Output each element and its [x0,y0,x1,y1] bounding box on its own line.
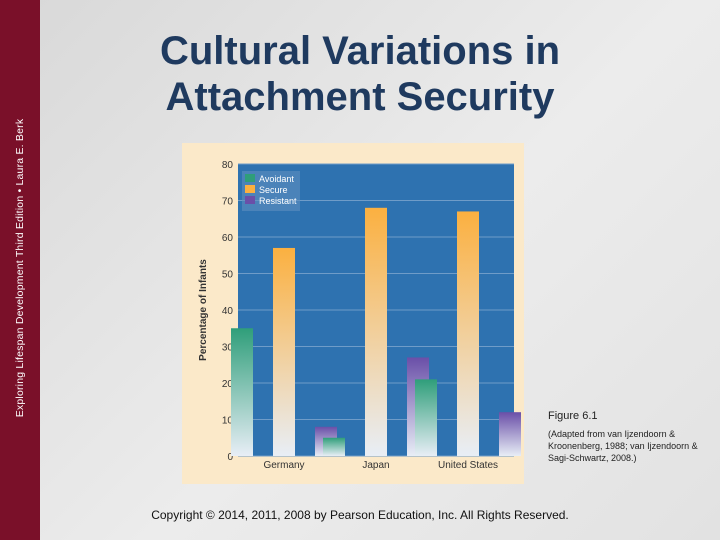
legend-label-secure: Secure [259,185,288,195]
x-tick-label: United States [438,460,498,471]
bar-chart: 0 10 20 30 40 50 60 70 80 Percentage of Infants Ge… [198,160,521,471]
bar-secure-united-states [457,211,479,456]
y-tick-label: 80 [222,160,234,171]
sidebar-band: Exploring Lifespan Development Third Edi… [0,0,40,540]
y-axis-label: Percentage of Infants [198,259,209,361]
y-tick-label: 40 [222,306,234,317]
bar-secure-japan [365,207,387,456]
legend-swatch-resistant [245,196,255,204]
legend-swatch-secure [245,185,255,193]
slide-title-line-1: Cultural Variations in [159,29,561,73]
figure-caption: Figure 6.1 (Adapted from van Ijzendoorn … [548,410,718,464]
bar-resistant-united-states [499,412,521,456]
x-tick-label: Japan [362,460,389,471]
chart-panel: 0 10 20 30 40 50 60 70 80 Percentage of Infants Ge… [182,143,524,484]
slide-title: Cultural Variations in Attachment Securi… [80,28,640,120]
legend-label-avoidant: Avoidant [259,174,294,184]
y-tick-label: 20 [222,379,234,390]
bar-avoidant-japan [323,437,345,456]
slide-title-line-2: Attachment Security [165,75,555,119]
y-tick-label: 50 [222,270,234,281]
y-tick-label: 10 [222,416,234,427]
legend-swatch-avoidant [245,174,255,182]
figure-label: Figure 6.1 [548,410,598,422]
y-tick-label: 70 [222,197,234,208]
bar-avoidant-germany [231,328,253,456]
x-tick-label: Germany [263,460,304,471]
figure-source-note: (Adapted from van Ijzendoorn & Kroonenbe… [548,429,698,463]
bar-avoidant-united-states [415,379,437,456]
y-tick-label: 0 [227,452,233,463]
legend-label-resistant: Resistant [259,196,297,206]
y-tick-label: 30 [222,343,234,354]
y-tick-label: 60 [222,233,234,244]
bar-secure-germany [273,247,295,456]
copyright-notice: Copyright © 2014, 2011, 2008 by Pearson … [151,508,569,522]
sidebar-book-credit: Exploring Lifespan Development Third Edi… [14,118,26,418]
